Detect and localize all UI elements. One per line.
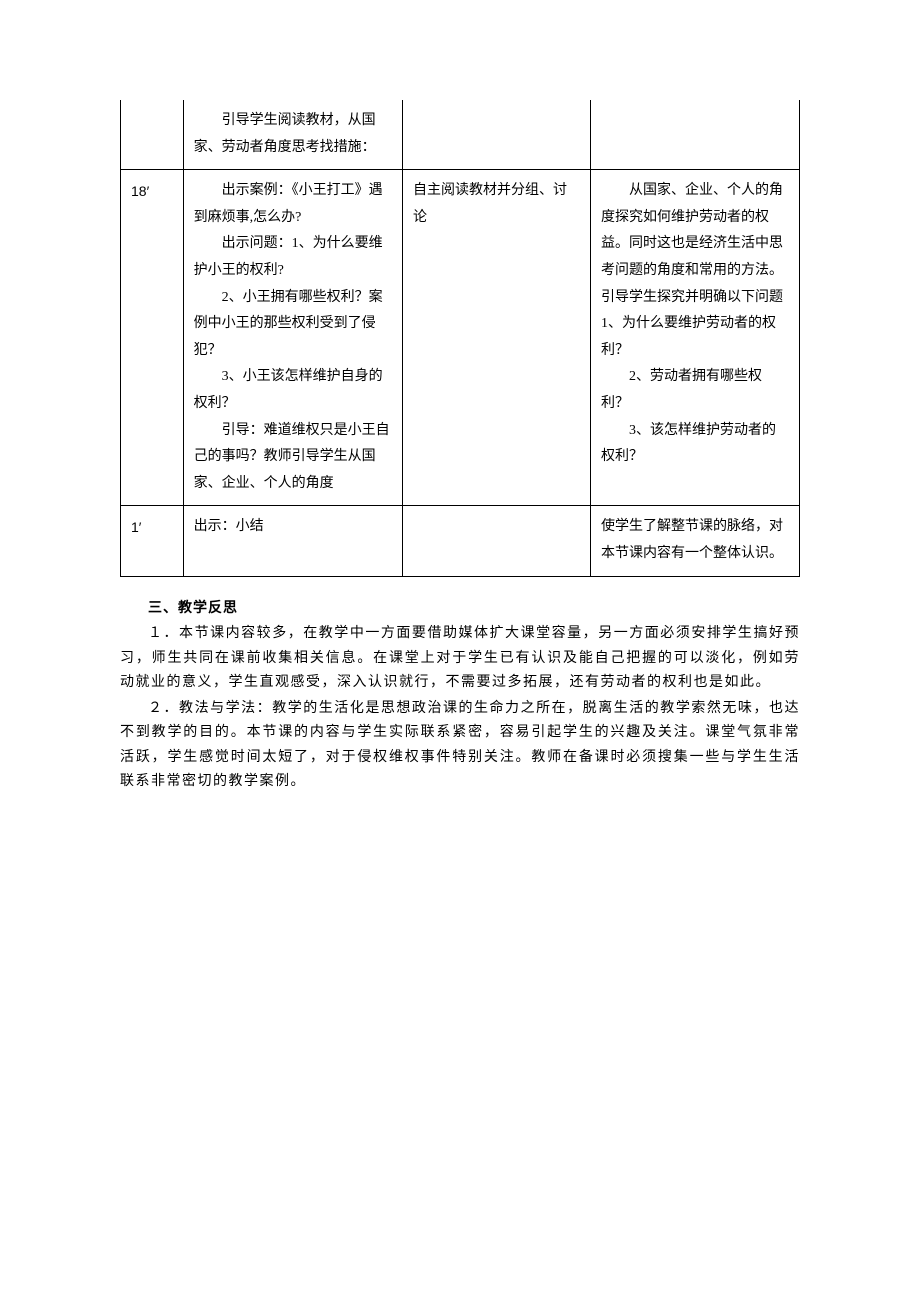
student-activity-cell — [403, 506, 591, 576]
table-row: 18′ 出示案例：《小王打工》遇到麻烦事,怎么办? 出示问题：1、为什么要维护小… — [121, 170, 800, 506]
teacher-activity-cell: 出示案例：《小王打工》遇到麻烦事,怎么办? 出示问题：1、为什么要维护小王的权利… — [183, 170, 402, 506]
design-intent-cell: 使学生了解整节课的脉络，对本节课内容有一个整体认识。 — [591, 506, 800, 576]
student-activity-cell: 自主阅读教材并分组、讨论 — [403, 170, 591, 506]
time-cell: 18′ — [121, 170, 184, 506]
paragraph: １．本节课内容较多，在教学中一方面要借助媒体扩大课堂容量，另一方面必须安排学生搞… — [120, 622, 800, 696]
table-row: 引导学生阅读教材，从国家、劳动者角度思考找措施： — [121, 100, 800, 170]
lesson-table: 引导学生阅读教材，从国家、劳动者角度思考找措施： 18′ 出示案例：《小王打工》… — [120, 100, 800, 577]
time-cell: 1′ — [121, 506, 184, 576]
design-intent-cell: 从国家、企业、个人的角度探究如何维护劳动者的权益。同时这也是经济生活中思考问题的… — [591, 170, 800, 506]
table-row: 1′ 出示：小结 使学生了解整节课的脉络，对本节课内容有一个整体认识。 — [121, 506, 800, 576]
student-activity-cell — [403, 100, 591, 170]
teacher-activity-cell: 出示：小结 — [183, 506, 402, 576]
time-cell — [121, 100, 184, 170]
design-intent-cell — [591, 100, 800, 170]
teacher-activity-cell: 引导学生阅读教材，从国家、劳动者角度思考找措施： — [183, 100, 402, 170]
paragraph: ２．教法与学法：教学的生活化是思想政治课的生命力之所在，脱离生活的教学索然无味，… — [120, 697, 800, 795]
section-title: 三、教学反思 — [120, 597, 800, 621]
